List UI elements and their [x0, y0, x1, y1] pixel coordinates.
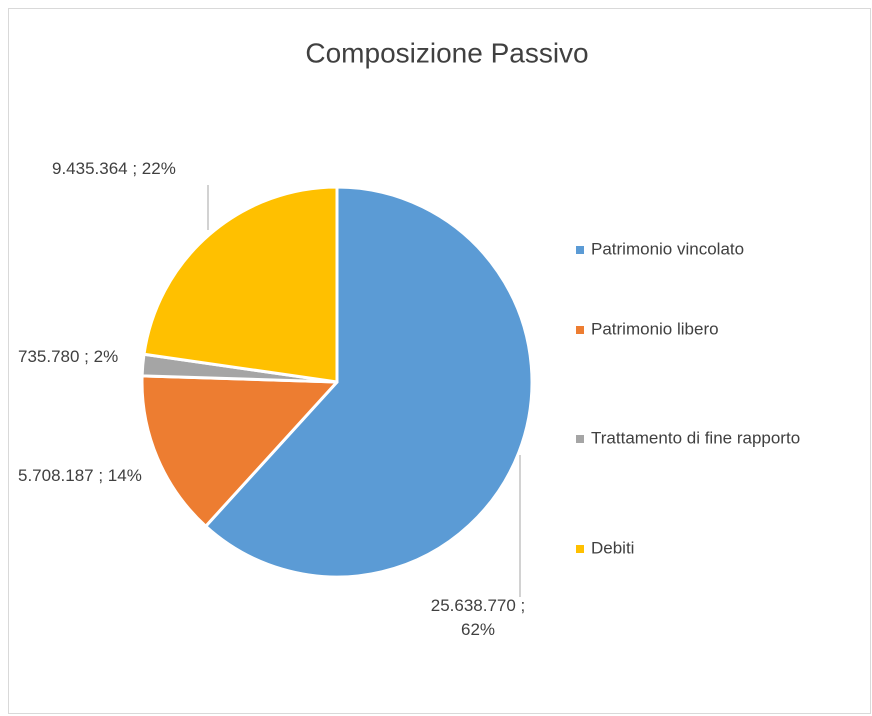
- legend-label: Patrimonio vincolato: [591, 239, 744, 258]
- chart-title: Composizione Passivo: [305, 37, 588, 68]
- legend-swatch: [576, 435, 584, 443]
- legend-label: Trattamento di fine rapporto: [591, 428, 800, 447]
- data-label: 735.780 ; 2%: [18, 347, 119, 366]
- legend-swatch: [576, 326, 584, 334]
- legend-label: Patrimonio libero: [591, 319, 719, 338]
- pie-slice: [204, 185, 534, 579]
- legend-swatch: [576, 545, 584, 553]
- data-label: 9.435.364 ; 22%: [52, 159, 176, 178]
- pie-slice: [142, 185, 339, 384]
- legend-label: Debiti: [591, 538, 634, 557]
- legend-swatch: [576, 246, 584, 254]
- pie-slice: [140, 374, 339, 528]
- data-label: 5.708.187 ; 14%: [18, 466, 142, 485]
- data-label: 25.638.770 ; 62%: [430, 596, 526, 639]
